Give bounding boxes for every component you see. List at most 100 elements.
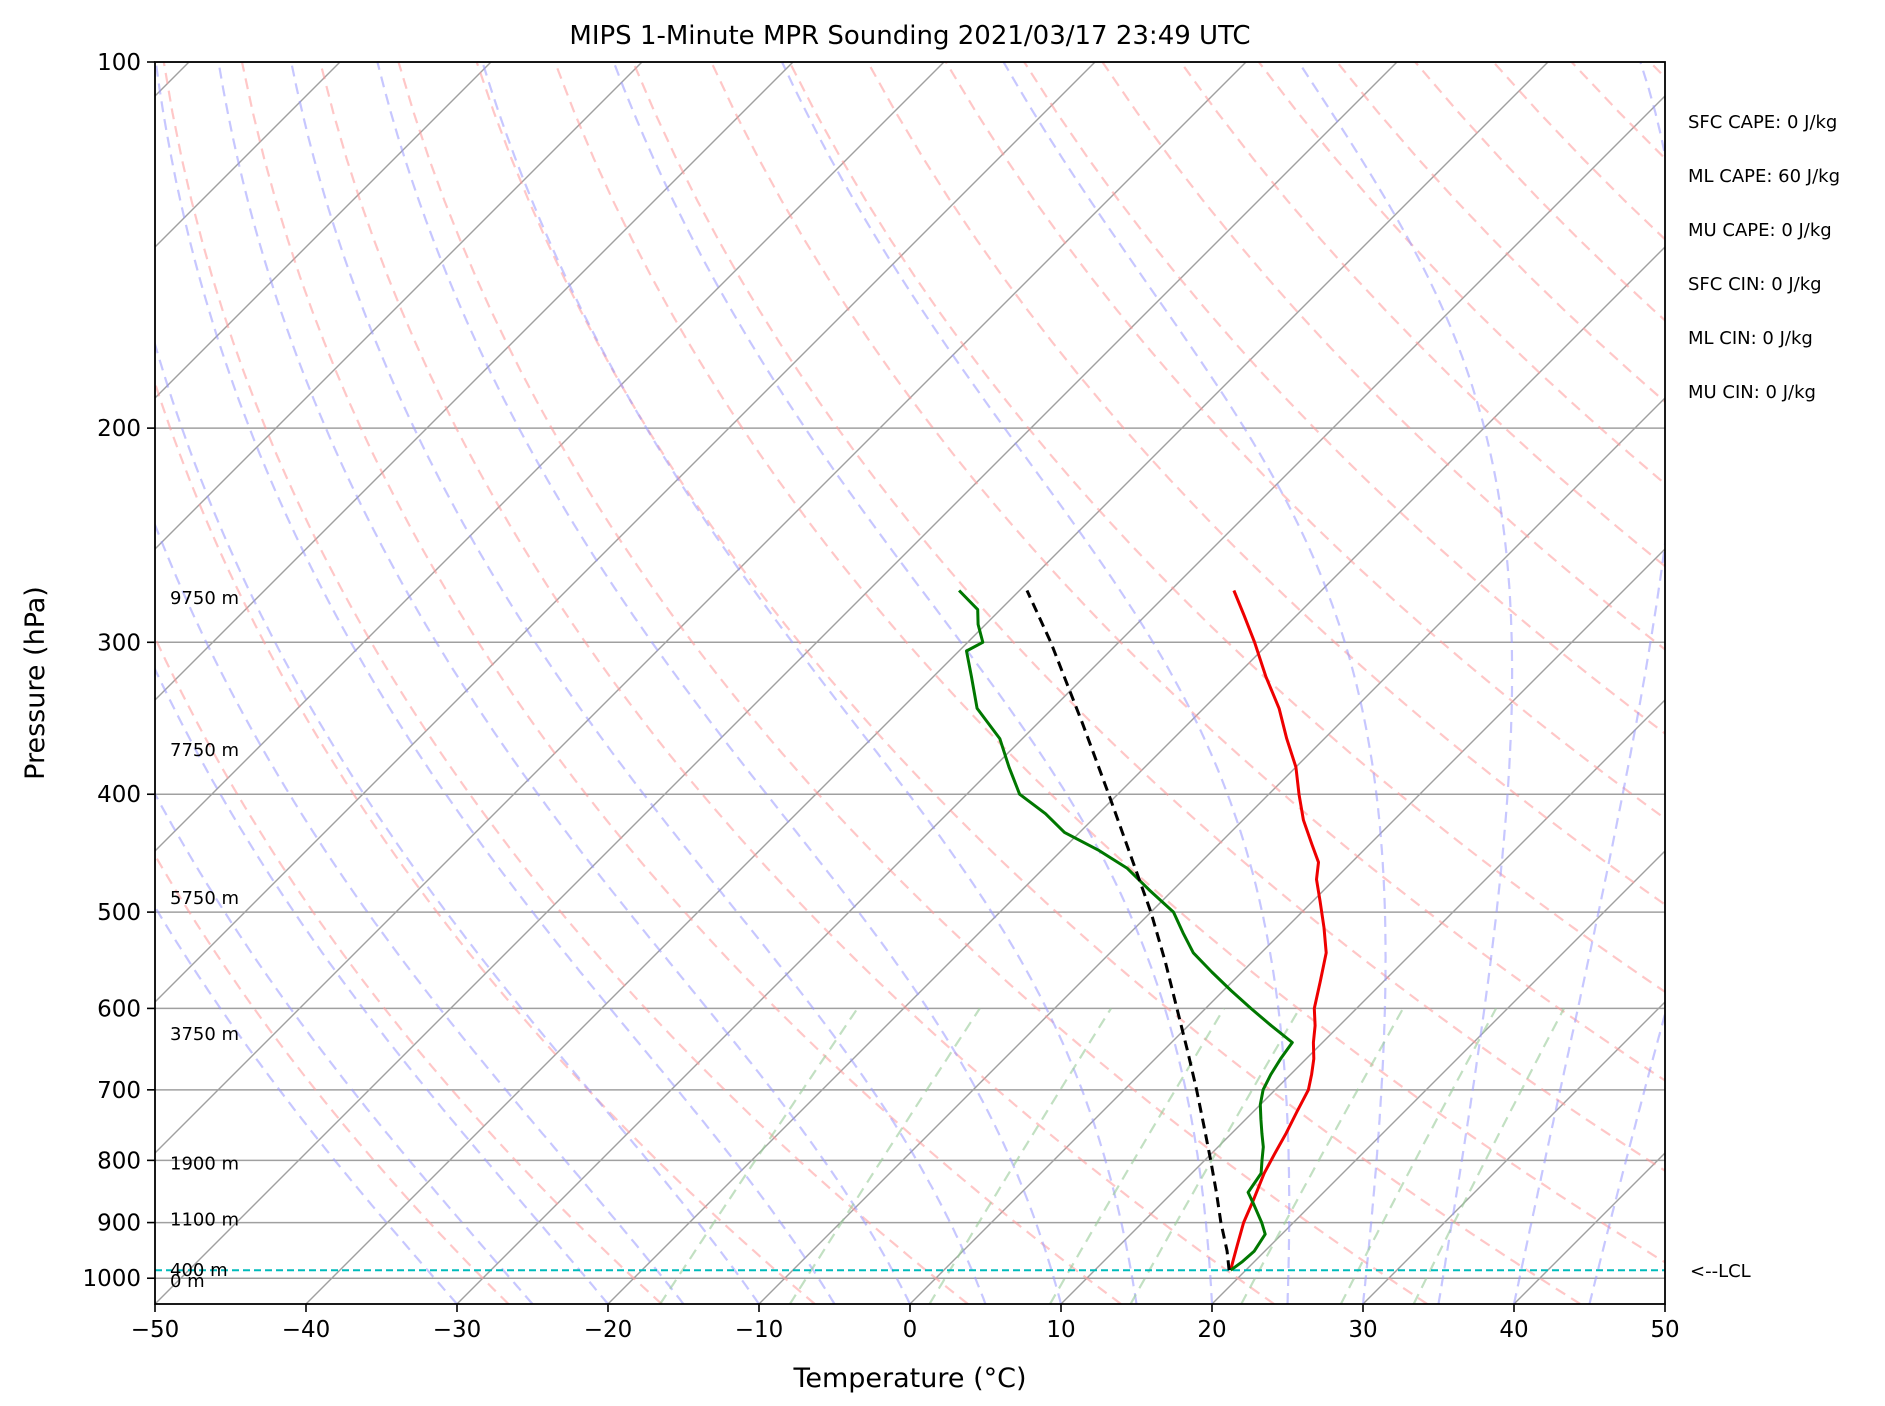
isotherm-line [155, 62, 945, 852]
isotherm-line [1664, 1303, 1665, 1304]
stability-index: MU CIN: 0 J/kg [1688, 382, 1816, 403]
moist-adiabat [155, 904, 458, 1304]
chart-title: MIPS 1-Minute MPR Sounding 2021/03/17 23… [569, 21, 1250, 51]
height-label: 0 m [170, 1271, 205, 1292]
stability-index: ML CIN: 0 J/kg [1688, 328, 1813, 349]
dry-adiabat [162, 62, 969, 1304]
dry-adiabat [1179, 62, 1665, 568]
mixing-ratio-line [788, 1007, 981, 1304]
sounding-series [958, 589, 1328, 1272]
isotherm-line [155, 62, 1096, 1003]
x-tick-label: −20 [584, 1317, 633, 1343]
x-tick-label: 30 [1348, 1317, 1377, 1343]
dry-adiabat [632, 62, 1665, 1172]
mixing-ratio-line [1129, 1007, 1301, 1304]
moist-adiabat [155, 791, 534, 1304]
moist-adiabat [612, 62, 1214, 1304]
isotherm-line [758, 397, 1665, 1304]
isotherm-line [1211, 850, 1665, 1304]
lcl-label: <--LCL [1690, 1261, 1751, 1282]
stability-index: MU CAPE: 0 J/kg [1688, 220, 1832, 241]
moist-adiabat [376, 62, 1063, 1304]
dry-adiabat [155, 379, 816, 1304]
dry-adiabat [319, 62, 1275, 1304]
parcel-line [1025, 589, 1231, 1271]
y-tick-label: 500 [97, 900, 141, 926]
moist-adiabat [155, 666, 609, 1304]
moist-adiabat [481, 62, 1138, 1304]
isotherm-line [155, 62, 341, 248]
y-tick-label: 700 [97, 1078, 141, 1104]
mixing-ratio-line [1339, 1007, 1498, 1304]
dry-adiabat [1414, 62, 1665, 322]
moist-adiabat [217, 62, 911, 1304]
x-tick-label: −30 [433, 1317, 482, 1343]
height-label: 7750 m [170, 740, 239, 761]
dry-adiabat [710, 62, 1665, 1082]
moist-adiabat [781, 62, 1291, 1304]
y-tick-label: 1000 [82, 1266, 141, 1292]
dry-adiabat [475, 62, 1581, 1304]
y-tick-label: 900 [97, 1211, 141, 1237]
dry-adiabat [1336, 62, 1665, 404]
dry-adiabat [1649, 62, 1665, 79]
x-tick-label: 20 [1197, 1317, 1226, 1343]
mixing-ratio-line [1049, 1007, 1226, 1304]
mixing-ratio-line [1240, 1007, 1405, 1304]
dry-adiabat [397, 62, 1428, 1304]
dry-adiabat [155, 853, 510, 1304]
x-tick-label: −50 [131, 1317, 180, 1343]
x-tick-label: 10 [1046, 1317, 1075, 1343]
height-label: 3750 m [170, 1024, 239, 1045]
dry-adiabat [1570, 62, 1665, 161]
x-tick-label: 40 [1499, 1317, 1528, 1343]
moist-adiabat [290, 62, 987, 1304]
isotherm-line [607, 246, 1665, 1304]
dry-adiabat [944, 62, 1665, 820]
moist-adiabat [155, 340, 760, 1304]
y-axis-label: Pressure (hPa) [20, 586, 51, 780]
height-label: 5750 m [170, 888, 239, 909]
height-label: 1900 m [170, 1154, 239, 1175]
moist-adiabat [155, 521, 685, 1304]
x-tick-label: 0 [903, 1317, 918, 1343]
isotherm-line [1362, 1001, 1665, 1304]
dry-adiabat [1728, 62, 1885, 1304]
stability-indices: SFC CAPE: 0 J/kg ML CAPE: 60 J/kg MU CAPE:… [1688, 112, 1840, 403]
stability-index: SFC CIN: 0 J/kg [1688, 274, 1822, 295]
height-label: 400 m [170, 1260, 228, 1281]
y-tick-label: 800 [97, 1148, 141, 1174]
background-lines [155, 62, 1885, 1304]
temperature-line [1229, 589, 1328, 1271]
moist-adiabat [1002, 62, 1387, 1304]
dry-adiabat [788, 62, 1665, 994]
dry-adiabat [1257, 62, 1665, 486]
mixing-ratio-line [928, 1007, 1112, 1304]
y-tick-label: 300 [97, 630, 141, 656]
stability-index: ML CAPE: 60 J/kg [1688, 166, 1840, 187]
isotherm-line [155, 62, 794, 701]
dewpoint-line [958, 589, 1294, 1272]
isotherm-line [155, 62, 492, 399]
dry-adiabat [1023, 62, 1665, 735]
dry-adiabat [240, 62, 1122, 1304]
x-axis: −50 −40 −30 −20 −10 0 10 20 30 40 50 [131, 1304, 1680, 1343]
x-tick-label: 50 [1650, 1317, 1679, 1343]
moist-adiabat [1588, 1010, 1665, 1304]
x-axis-label: Temperature (°C) [792, 1363, 1026, 1394]
y-tick-label: 400 [97, 782, 141, 808]
y-tick-label: 100 [97, 50, 141, 76]
dry-adiabat [155, 635, 663, 1304]
moist-adiabat [1297, 62, 1514, 1304]
dry-adiabat [866, 62, 1665, 906]
dry-adiabat [553, 62, 1665, 1264]
isotherm-line [909, 548, 1665, 1304]
isotherm-line [155, 62, 1398, 1304]
isotherm-line [155, 62, 643, 550]
height-label: 9750 m [170, 588, 239, 609]
y-tick-label: 600 [97, 996, 141, 1022]
isotherm-line [456, 95, 1665, 1304]
x-tick-label: −40 [282, 1317, 331, 1343]
